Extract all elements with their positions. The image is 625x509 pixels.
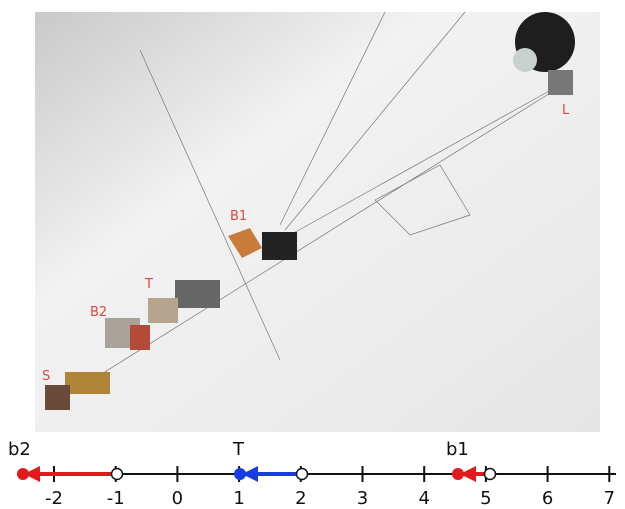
figure: L B1 T B2 S 7 6 5 4 3 2 1 0 -1 -2 b2 T b1 (0, 0, 625, 509)
photo: L B1 T B2 S (35, 12, 600, 432)
tick-label: 1 (233, 488, 244, 509)
point (17, 468, 29, 480)
photo-label: S (42, 369, 50, 384)
point-label: T (232, 439, 245, 460)
point-label: b1 (446, 439, 469, 460)
tick-label: -2 (45, 488, 63, 509)
tick-label: 7 (604, 488, 615, 509)
open-point (112, 469, 123, 480)
point (234, 468, 246, 480)
point (452, 468, 464, 480)
open-point (485, 469, 496, 480)
tick-label: 3 (357, 488, 368, 509)
photo-label: B2 (90, 305, 107, 320)
photo-label: T (144, 277, 153, 292)
photo-label: L (562, 103, 570, 118)
tick-label: 5 (480, 488, 491, 509)
tick-label: 6 (542, 488, 553, 509)
open-point (297, 469, 308, 480)
tick-label: -1 (107, 488, 125, 509)
tick-label: 4 (418, 488, 429, 509)
photo-background (35, 12, 600, 432)
number-line: 7 6 5 4 3 2 1 0 -1 -2 b2 T b1 (8, 439, 616, 509)
tick-label: 0 (172, 488, 183, 509)
point-label: b2 (8, 439, 31, 460)
photo-label: B1 (230, 209, 247, 224)
tick-label: 2 (295, 488, 306, 509)
